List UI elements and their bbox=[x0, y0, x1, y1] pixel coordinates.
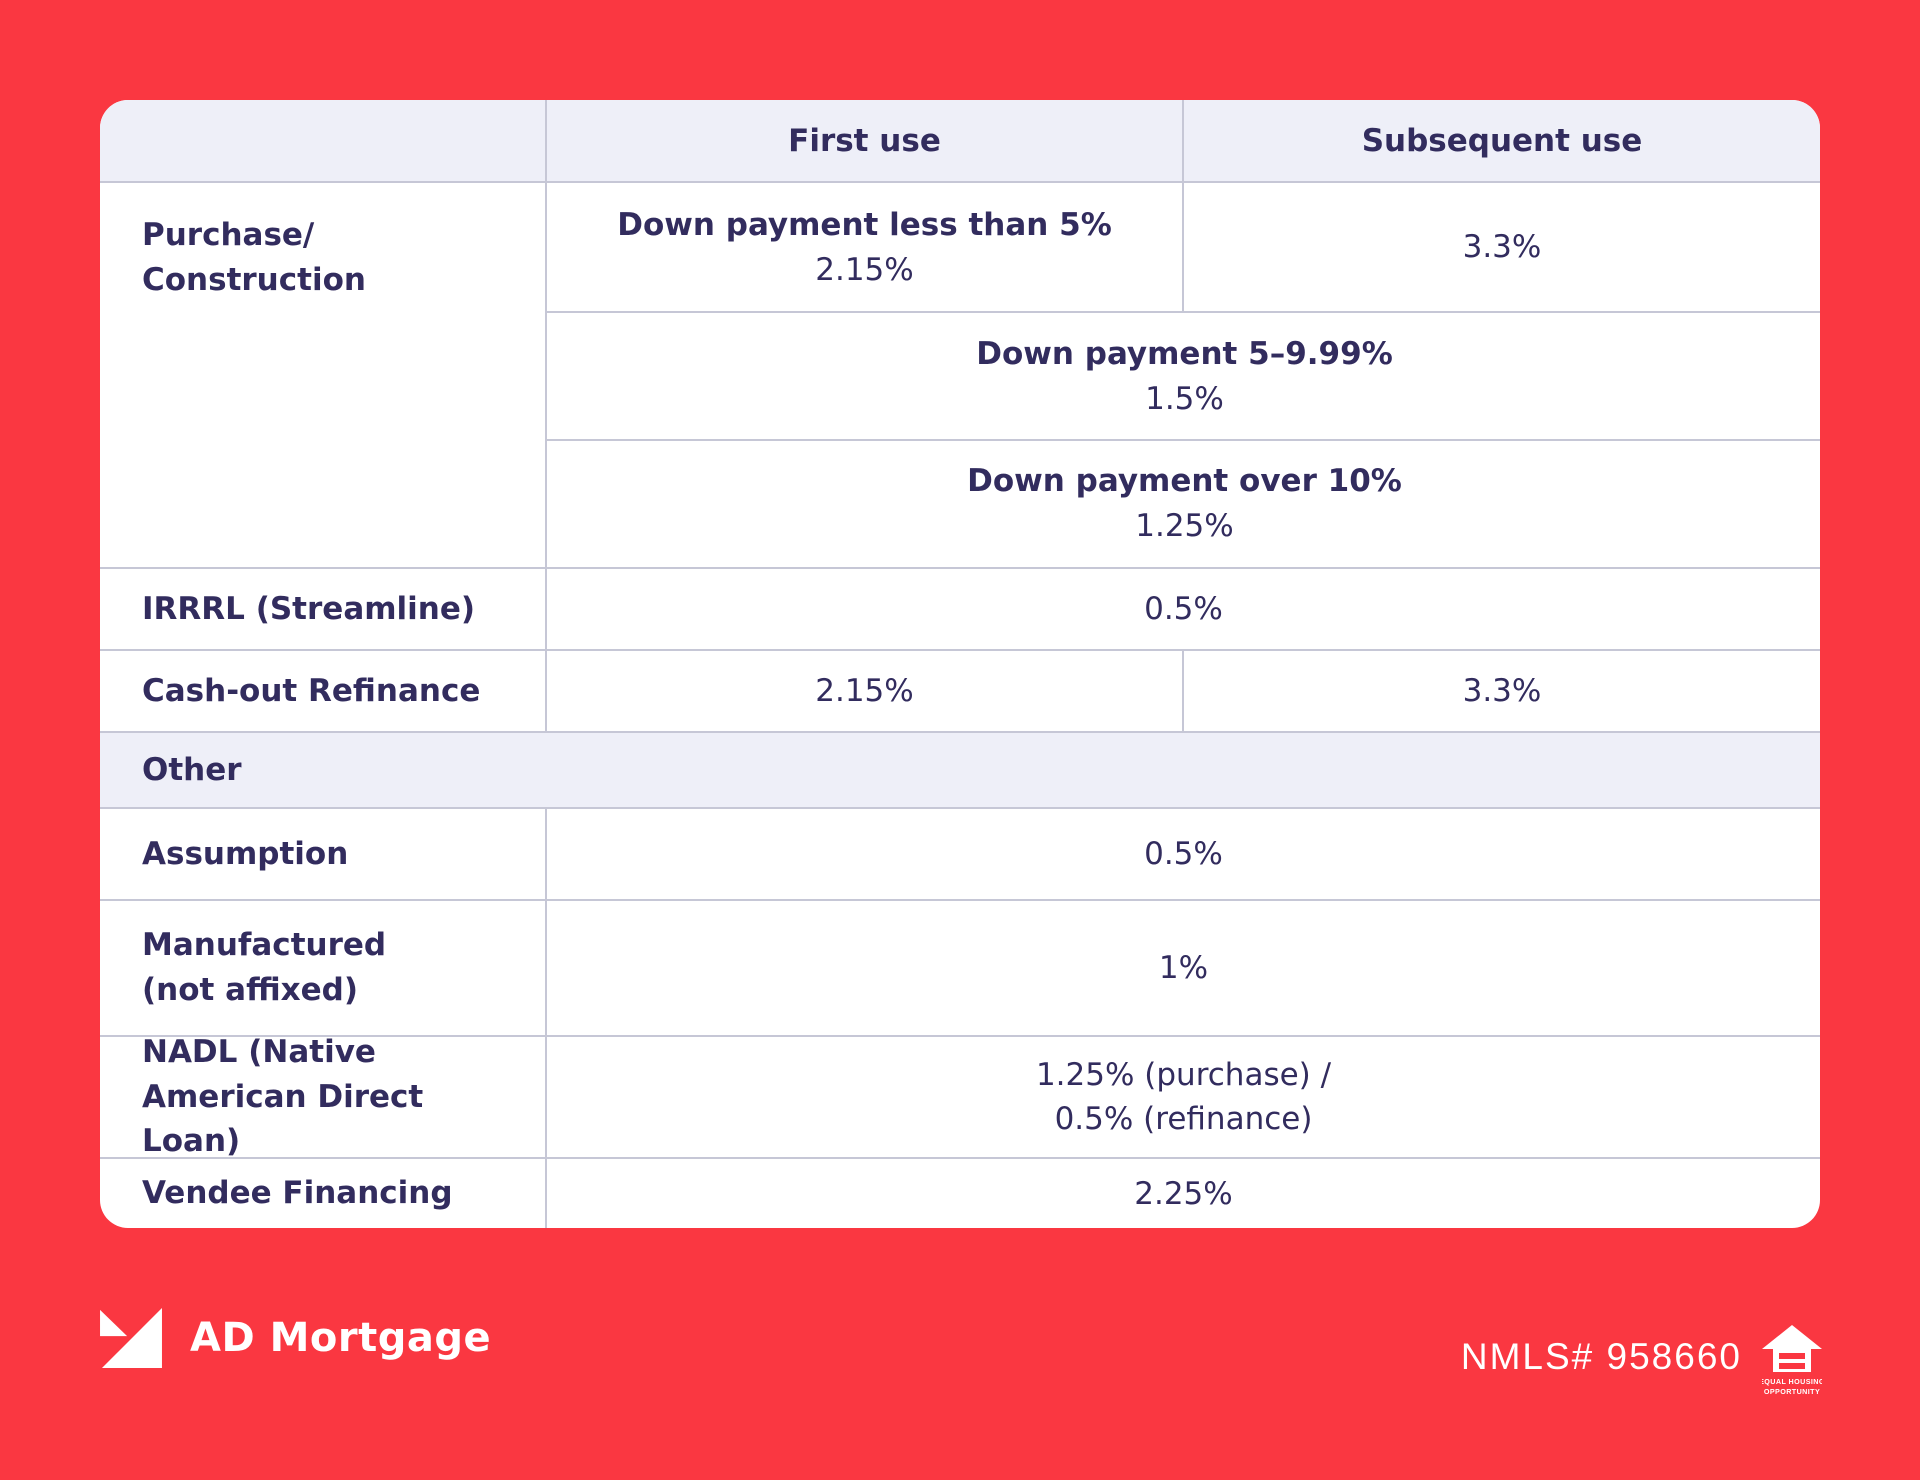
purchase-label-line2: Construction bbox=[142, 261, 366, 298]
section-other: Other bbox=[100, 731, 1820, 807]
purchase-row-downpayment-lt5: Down payment less than 5% 2.15% 3.3% bbox=[547, 183, 1820, 312]
row-cashout-refinance: Cash-out Refinance 2.15% 3.3% bbox=[100, 649, 1820, 731]
header-empty-cell bbox=[100, 100, 545, 181]
assumption-label: Assumption bbox=[142, 835, 349, 872]
downpayment-lt5-first-use-value: 2.15% bbox=[815, 251, 914, 288]
irrrl-value: 0.5% bbox=[545, 569, 1820, 649]
manufactured-label-line2: (not affixed) bbox=[142, 972, 359, 1008]
purchase-row-downpayment-5-999: Down payment 5–9.99% 1.5% bbox=[547, 311, 1820, 438]
row-manufactured: Manufactured (not affixed) 1% bbox=[100, 899, 1820, 1035]
equal-housing-opportunity-icon: EQUAL HOUSING OPPORTUNITY bbox=[1759, 1325, 1824, 1403]
nmls-number: NMLS# 958660 bbox=[1460, 1336, 1742, 1377]
vendee-label: Vendee Financing bbox=[142, 1175, 453, 1212]
downpayment-lt5-title: Down payment less than 5% bbox=[617, 206, 1112, 243]
cashout-first-use-value: 2.15% bbox=[545, 651, 1182, 731]
manufactured-value: 1% bbox=[545, 901, 1820, 1035]
downpayment-gt10-title: Down payment over 10% bbox=[967, 463, 1402, 500]
footer-brand: AD Mortgage bbox=[100, 1308, 491, 1368]
row-nadl: NADL (Native American Direct Loan) 1.25%… bbox=[100, 1034, 1820, 1160]
purchase-row-downpayment-gt10: Down payment over 10% 1.25% bbox=[547, 438, 1820, 567]
eho-text-line1: EQUAL HOUSING bbox=[1762, 1377, 1822, 1386]
row-vendee-financing: Vendee Financing 2.25% bbox=[100, 1157, 1820, 1228]
downpayment-gt10-value: 1.25% bbox=[1135, 508, 1234, 545]
purchase-label-line1: Purchase/ bbox=[142, 217, 315, 253]
cashout-label: Cash-out Refinance bbox=[142, 672, 481, 709]
row-irrrl: IRRRL (Streamline) 0.5% bbox=[100, 567, 1820, 649]
nadl-value-line1: 1.25% (purchase) / bbox=[1035, 1057, 1332, 1093]
header-subsequent-use: Subsequent use bbox=[1182, 100, 1820, 181]
nadl-label-line2: American Direct Loan) bbox=[142, 1078, 424, 1160]
brand-name: AD Mortgage bbox=[190, 1315, 492, 1361]
other-section-label: Other bbox=[142, 751, 242, 788]
row-assumption: Assumption 0.5% bbox=[100, 807, 1820, 899]
manufactured-label-line1: Manufactured bbox=[142, 927, 387, 964]
cashout-subsequent-value: 3.3% bbox=[1182, 651, 1820, 731]
nadl-value-line2: 0.5% (refinance) bbox=[1054, 1101, 1313, 1137]
nadl-label: NADL (Native American Direct Loan) bbox=[100, 1034, 545, 1160]
nadl-value: 1.25% (purchase) / 0.5% (refinance) bbox=[545, 1037, 1820, 1157]
row-purchase-construction: Purchase/ Construction Down payment less… bbox=[100, 181, 1820, 567]
vendee-value: 2.25% bbox=[545, 1159, 1820, 1228]
header-first-use: First use bbox=[545, 100, 1182, 181]
purchase-sub-rows: Down payment less than 5% 2.15% 3.3% Dow… bbox=[545, 183, 1820, 567]
assumption-value: 0.5% bbox=[545, 809, 1820, 899]
downpayment-5-999-title: Down payment 5–9.99% bbox=[976, 335, 1393, 372]
nadl-label-line1: NADL (Native bbox=[142, 1033, 376, 1070]
manufactured-label: Manufactured (not affixed) bbox=[100, 901, 545, 1035]
downpayment-lt5-cell: Down payment less than 5% 2.15% bbox=[547, 183, 1182, 311]
fee-table-card: First use Subsequent use Purchase/ Const… bbox=[100, 100, 1820, 1228]
irrrl-label: IRRRL (Streamline) bbox=[142, 590, 476, 627]
purchase-construction-label: Purchase/ Construction bbox=[100, 183, 545, 567]
downpayment-5-999-value: 1.5% bbox=[1145, 380, 1224, 417]
downpayment-lt5-subsequent-value: 3.3% bbox=[1182, 183, 1820, 312]
ad-mortgage-logo-mark bbox=[100, 1308, 162, 1368]
table-header-row: First use Subsequent use bbox=[100, 100, 1820, 181]
eho-text-line2: OPPORTUNITY bbox=[1764, 1387, 1820, 1396]
